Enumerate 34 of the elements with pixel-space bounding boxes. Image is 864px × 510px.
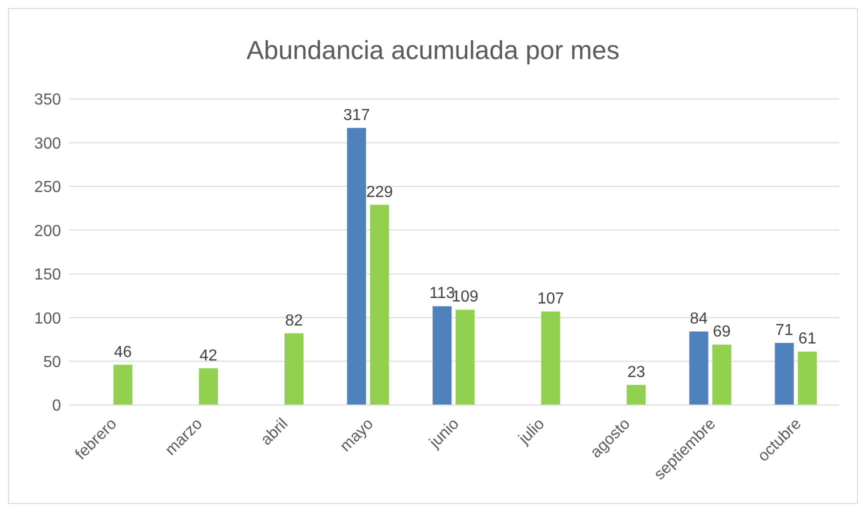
bar bbox=[198, 368, 218, 405]
bar bbox=[456, 310, 475, 405]
data-label: 84 bbox=[690, 310, 708, 328]
bar bbox=[712, 344, 732, 405]
data-label: 69 bbox=[712, 324, 731, 341]
bar bbox=[370, 204, 390, 405]
data-label: 46 bbox=[114, 344, 132, 361]
bar bbox=[541, 311, 560, 405]
data-label: 229 bbox=[366, 184, 393, 201]
y-tick-label: 50 bbox=[43, 354, 62, 371]
data-label: 317 bbox=[343, 106, 370, 124]
y-tick-label: 250 bbox=[34, 179, 62, 196]
bar bbox=[798, 352, 817, 405]
y-tick-label: 100 bbox=[34, 310, 62, 328]
bar bbox=[113, 364, 132, 405]
chart-title: Abundancia acumulada por mes bbox=[246, 35, 620, 66]
data-label: 71 bbox=[775, 322, 794, 339]
data-label: 82 bbox=[285, 312, 303, 330]
y-tick-label: 0 bbox=[52, 398, 62, 415]
bar bbox=[626, 384, 646, 405]
bar bbox=[432, 306, 452, 405]
bar bbox=[774, 342, 794, 405]
bar bbox=[284, 333, 304, 405]
x-tick-label: julio bbox=[515, 415, 548, 448]
y-tick-label: 200 bbox=[34, 222, 62, 240]
y-tick-label: 150 bbox=[34, 266, 62, 284]
data-label: 42 bbox=[200, 347, 218, 364]
data-label: 61 bbox=[798, 330, 816, 348]
data-label: 107 bbox=[537, 290, 564, 308]
y-tick-label: 350 bbox=[34, 92, 62, 109]
bar bbox=[347, 128, 366, 405]
bar bbox=[689, 332, 708, 405]
data-label: 23 bbox=[627, 364, 646, 381]
y-tick-label: 300 bbox=[34, 135, 62, 152]
